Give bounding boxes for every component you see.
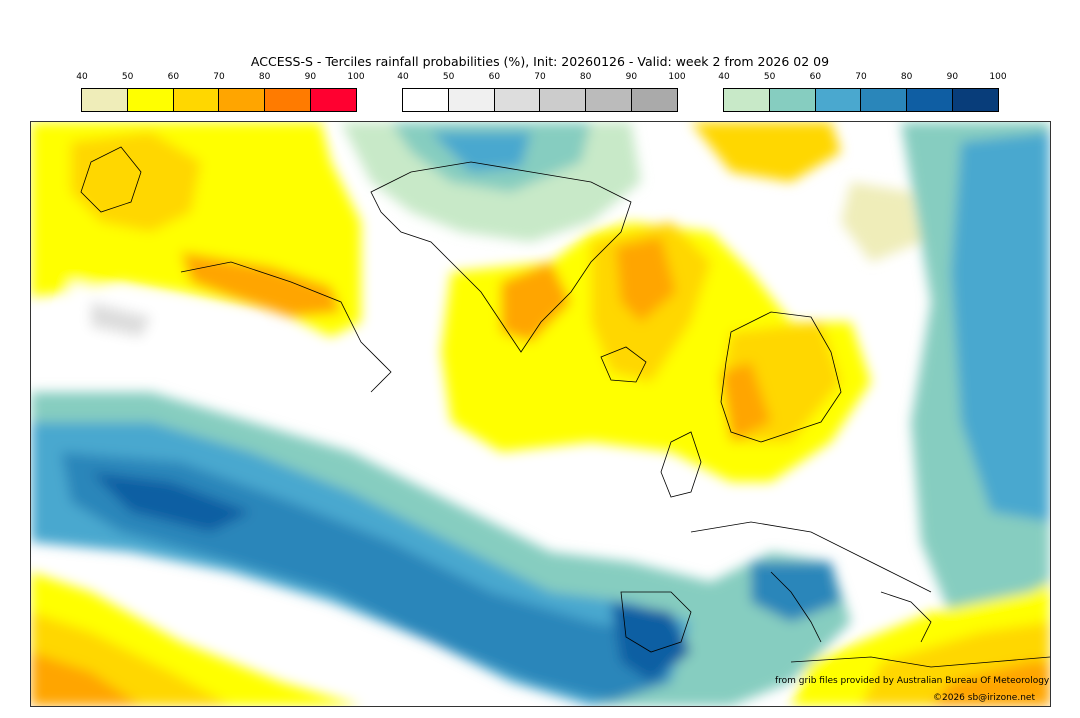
legend-tick-label: 40 bbox=[76, 72, 88, 82]
field-above-norway bbox=[721, 362, 771, 442]
legend-swatch bbox=[82, 89, 128, 111]
field-below-alps bbox=[751, 562, 841, 622]
field-above-weak-ne bbox=[841, 182, 921, 262]
legend-swatch bbox=[448, 89, 495, 111]
legend-ticks: 40 50 60 70 80 90 100 bbox=[397, 72, 685, 84]
legend-swatch bbox=[907, 89, 954, 111]
legend-swatch bbox=[586, 89, 633, 111]
legend-swatch bbox=[219, 89, 266, 111]
probability-map bbox=[30, 121, 1051, 707]
coast-hudson bbox=[180, 261, 392, 393]
legend-swatch bbox=[861, 89, 908, 111]
field-above-arctic bbox=[691, 122, 841, 182]
legend-tick-label: 90 bbox=[946, 72, 959, 82]
legend-swatch bbox=[265, 89, 312, 111]
legend-swatch bbox=[769, 89, 816, 111]
legend-tick-label: 80 bbox=[258, 72, 271, 82]
legend-tick-label: 70 bbox=[534, 72, 546, 82]
coast-europe bbox=[690, 521, 932, 593]
probability-fields bbox=[31, 122, 1050, 706]
field-above-sw-core bbox=[31, 652, 141, 706]
field-normal-labrador-core bbox=[91, 302, 151, 337]
source-credit: from grib files provided by Australian B… bbox=[775, 676, 1050, 686]
coast-africa bbox=[790, 656, 1050, 668]
legend-swatch bbox=[815, 89, 862, 111]
legend-tick-label: 90 bbox=[304, 72, 317, 82]
map-canvas bbox=[31, 122, 1050, 706]
field-above-hudson bbox=[181, 252, 341, 317]
legend-bar bbox=[723, 88, 999, 112]
legend-swatch bbox=[953, 89, 998, 111]
field-below-greenland-center bbox=[431, 132, 531, 172]
legend-tick-label: 100 bbox=[989, 72, 1007, 82]
coast-britain bbox=[660, 431, 702, 498]
field-below-east-core bbox=[951, 132, 1050, 522]
coast-baffin bbox=[80, 146, 142, 213]
legend-swatch bbox=[173, 89, 220, 111]
legend-swatch bbox=[632, 89, 677, 111]
copyright-credit: ©2026 sb@irizone.net bbox=[933, 693, 1035, 703]
legend-tick-label: 50 bbox=[121, 72, 134, 82]
field-above-greenland-east bbox=[501, 262, 571, 342]
field-above-nw-core bbox=[71, 132, 201, 232]
legend-tick-label: 70 bbox=[213, 72, 225, 82]
legend-ticks: 40 50 60 70 80 90 100 bbox=[718, 72, 1006, 84]
map-title: ACCESS-S - Terciles rainfall probabiliti… bbox=[250, 54, 830, 69]
field-below-iberia bbox=[611, 602, 691, 682]
legend-tick-label: 90 bbox=[625, 72, 638, 82]
legend-tick-label: 80 bbox=[579, 72, 592, 82]
coast-greenland bbox=[370, 161, 632, 353]
legend-tick-label: 70 bbox=[855, 72, 867, 82]
field-normal-labrador bbox=[61, 282, 261, 372]
coast-iceland bbox=[600, 346, 647, 383]
legend-tick-label: 100 bbox=[347, 72, 365, 82]
legend-swatch bbox=[494, 89, 541, 111]
legend-swatch bbox=[311, 89, 356, 111]
field-above-se-core bbox=[931, 662, 1050, 706]
field-above-iceland-core bbox=[616, 237, 676, 322]
legend-tick-label: 60 bbox=[167, 72, 180, 82]
legend-swatch bbox=[403, 89, 449, 111]
legend-bar bbox=[402, 88, 678, 112]
legend-swatch bbox=[127, 89, 174, 111]
legend-tick-label: 50 bbox=[442, 72, 455, 82]
coast-scandinavia bbox=[720, 311, 842, 443]
coast-iberia bbox=[620, 591, 692, 653]
legend-above: 40 50 60 70 80 90 100 bbox=[76, 72, 365, 112]
legend-bar bbox=[81, 88, 357, 112]
legend-tick-label: 40 bbox=[397, 72, 409, 82]
legend-tick-label: 40 bbox=[718, 72, 730, 82]
legend-tick-label: 50 bbox=[763, 72, 776, 82]
legend-ticks: 40 50 60 70 80 90 100 bbox=[76, 72, 364, 84]
coast-italy bbox=[770, 571, 822, 643]
legend-swatch bbox=[724, 89, 770, 111]
legend-tick-label: 60 bbox=[809, 72, 822, 82]
legend-normal: 40 50 60 70 80 90 100 bbox=[397, 72, 686, 112]
legend-tick-label: 100 bbox=[668, 72, 686, 82]
field-below-atlantic-deep bbox=[91, 472, 251, 532]
legend-below: 40 50 60 70 80 90 100 bbox=[718, 72, 1007, 112]
legend-tick-label: 60 bbox=[488, 72, 501, 82]
coastlines bbox=[80, 146, 1050, 668]
coast-balkans bbox=[880, 591, 932, 643]
legend-swatch bbox=[540, 89, 587, 111]
legend-tick-label: 80 bbox=[900, 72, 913, 82]
